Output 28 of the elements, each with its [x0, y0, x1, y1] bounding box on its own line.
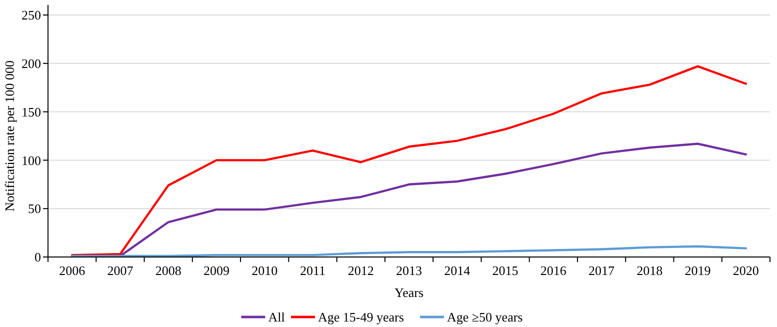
x-tick-label: 2019	[684, 263, 711, 278]
y-axis-title: Notification rate per 100 000	[2, 60, 17, 212]
x-tick-label: 2010	[252, 263, 278, 278]
y-tick-label: 50	[28, 201, 41, 216]
x-tick-label: 2012	[348, 263, 374, 278]
x-tick-label: 2020	[732, 263, 759, 278]
y-tick-label: 200	[22, 56, 41, 71]
y-tick-label: 250	[22, 8, 41, 23]
legend-label: Age 15-49 years	[318, 310, 404, 325]
legend-label: Age ≥50 years	[447, 310, 523, 325]
x-tick-label: 2011	[300, 263, 326, 278]
x-tick-label: 2009	[203, 263, 230, 278]
legend-label: All	[268, 310, 286, 325]
y-tick-label: 150	[22, 104, 41, 120]
line-series	[70, 245, 748, 258]
x-tick-label: 2017	[588, 263, 616, 278]
x-tick-label: 2016	[540, 263, 567, 278]
x-tick-label: 2006	[59, 263, 86, 278]
x-tick-label: 2014	[444, 263, 471, 278]
x-tick-label: 2007	[107, 263, 134, 278]
y-tick-label: 100	[22, 152, 41, 168]
x-tick-label: 2013	[396, 263, 422, 278]
line-series	[70, 65, 748, 256]
x-tick-label: 2018	[636, 263, 663, 278]
x-tick-label: 2008	[155, 263, 182, 278]
y-tick-label: 0	[34, 250, 41, 265]
x-axis-title: Years	[394, 285, 424, 300]
x-tick-label: 2015	[492, 263, 518, 278]
